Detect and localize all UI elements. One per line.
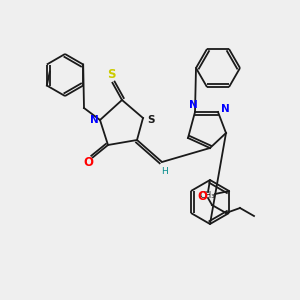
Text: H: H xyxy=(160,167,167,176)
Text: O: O xyxy=(197,190,207,202)
Text: CH₃: CH₃ xyxy=(199,190,215,200)
Text: N: N xyxy=(90,115,98,125)
Text: S: S xyxy=(147,115,155,125)
Text: N: N xyxy=(220,104,230,114)
Text: O: O xyxy=(83,157,93,169)
Text: N: N xyxy=(189,100,197,110)
Text: S: S xyxy=(107,68,115,82)
